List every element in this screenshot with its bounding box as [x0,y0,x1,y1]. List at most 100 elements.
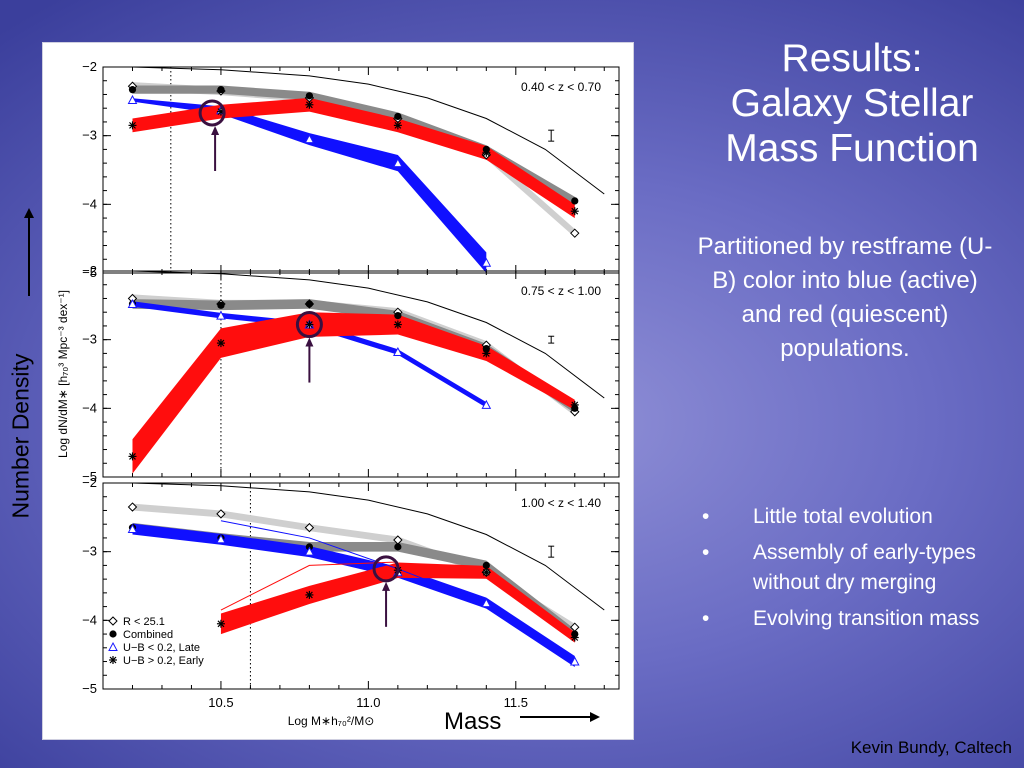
panel-frame [102,66,620,274]
y-tick-label: −3 [82,128,97,143]
x-tick-label: 11.5 [504,695,528,710]
data-point-asterisk [128,452,137,461]
bullet-list: • Little total evolution • Assembly of ear… [700,502,1000,640]
panel-data [127,67,605,273]
data-point-triangle [304,134,315,144]
thin-series-line [220,561,398,611]
data-point-triangle [393,158,403,168]
x-axis-label: Log M∗h₇₀²/M⊙ [288,714,375,728]
series-band [220,562,575,643]
figure-panel: −2 −3 −4 −5 0.40 < z < 0.70 −2 −3 −4 −5 0.75 < z … [42,42,634,740]
transition-mass-circle [372,555,400,583]
data-point-triangle [216,534,226,544]
data-point-asterisk [393,121,402,130]
bullet-dot: • [702,541,710,564]
model-curve [132,271,605,399]
data-point-asterisk [570,633,579,642]
asterisk-stroke [482,349,490,357]
model-curve [132,67,605,195]
data-point-triangle [216,310,226,320]
data-point-circle [305,92,313,100]
legend-label: U−B > 0.2, Early [123,655,204,667]
bullet-item: • Evolving transition mass [700,604,1000,634]
data-point-triangle [127,523,138,534]
data-point-asterisk [305,320,314,329]
data-point-circle [217,86,225,94]
transition-arrowhead [305,337,314,347]
data-point-asterisk [393,320,402,329]
asterisk-stroke [305,321,313,328]
data-point-asterisk [109,656,117,664]
redshift-label: 0.75 < z < 1.00 [521,284,601,298]
data-point-diamond [304,522,315,533]
data-point-asterisk [216,619,225,628]
y-axis-label: Log dN/dM∗ [h₇₀³ Mpc⁻³ dex⁻¹] [56,290,70,458]
series-band [132,523,575,668]
data-point-triangle [481,257,492,267]
data-point-triangle [127,298,138,308]
asterisk-stroke [482,568,490,576]
chart-panel: −2 −3 −4 −5 1.00 < z < 1.40 [82,475,620,696]
asterisk-stroke [129,452,136,460]
data-point-triangle [393,346,403,357]
data-point-diamond [216,509,226,519]
data-point-asterisk [216,339,225,348]
data-point-asterisk [128,121,137,130]
x-tick-label: 10.5 [208,695,233,710]
stellar-mass-function-chart: −2 −3 −4 −5 0.40 < z < 0.70 −2 −3 −4 −5 0.75 < z … [56,59,620,728]
data-point-asterisk [482,568,491,577]
title-line: Results: [781,37,923,80]
y-tick-label: −2 [82,475,97,490]
asterisk-stroke [571,401,579,409]
model-curve [132,483,605,611]
thin-series-line [220,520,487,604]
y-tick-label: −5 [82,265,97,280]
panel-frame [102,270,620,478]
asterisk-stroke [305,591,313,599]
data-point-asterisk [482,349,491,358]
mass-annotation-label: Mass [444,708,502,735]
data-point-asterisk [305,590,314,599]
data-point-circle [482,561,490,570]
bullet-text: Evolving transition mass [753,607,980,630]
bullet-item: • Little total evolution [700,502,1000,532]
data-point-circle [482,344,490,353]
transition-mass-circle [198,99,226,127]
y-tick-label: −4 [82,400,97,415]
panel-data [127,483,605,668]
asterisk-stroke [217,339,225,347]
y-tick-label: −5 [82,681,97,696]
y-tick-label: −2 [82,59,97,74]
asterisk-stroke [571,207,579,215]
series-band [132,312,575,474]
legend-label: R < 25.1 [123,616,165,628]
data-point-triangle [108,641,118,651]
up-arrow-icon [24,208,34,296]
data-point-diamond [570,228,580,238]
legend-label: U−B < 0.2, Late [123,642,200,654]
data-point-asterisk [482,148,491,157]
bullet-dot: • [702,505,710,528]
asterisk-stroke [129,121,136,129]
y-tick-label: −4 [82,612,97,627]
data-point-circle [109,630,117,638]
data-point-triangle [304,546,315,556]
y-tick-label: −3 [82,332,97,347]
y-tick-label: −3 [82,544,97,559]
data-point-asterisk [570,207,579,216]
x-tick-label: 11.0 [356,695,380,710]
data-point-triangle [569,656,580,666]
chart-panel: −2 −3 −4 −5 0.75 < z < 1.00 [82,263,620,484]
data-point-circle [394,543,402,551]
title-line: Galaxy Stellar [730,82,974,125]
data-point-circle [571,197,579,205]
chart-panel: −2 −3 −4 −5 0.40 < z < 0.70 [82,59,620,280]
asterisk-stroke [109,656,117,664]
asterisk-stroke [571,634,579,641]
asterisk-stroke [394,321,402,328]
bullet-item: • Assembly of early-types without dry mer… [700,538,1000,598]
data-point-circle [128,86,137,94]
bullet-text: Little total evolution [753,505,933,528]
panel-data [127,271,605,474]
asterisk-stroke [482,149,490,157]
